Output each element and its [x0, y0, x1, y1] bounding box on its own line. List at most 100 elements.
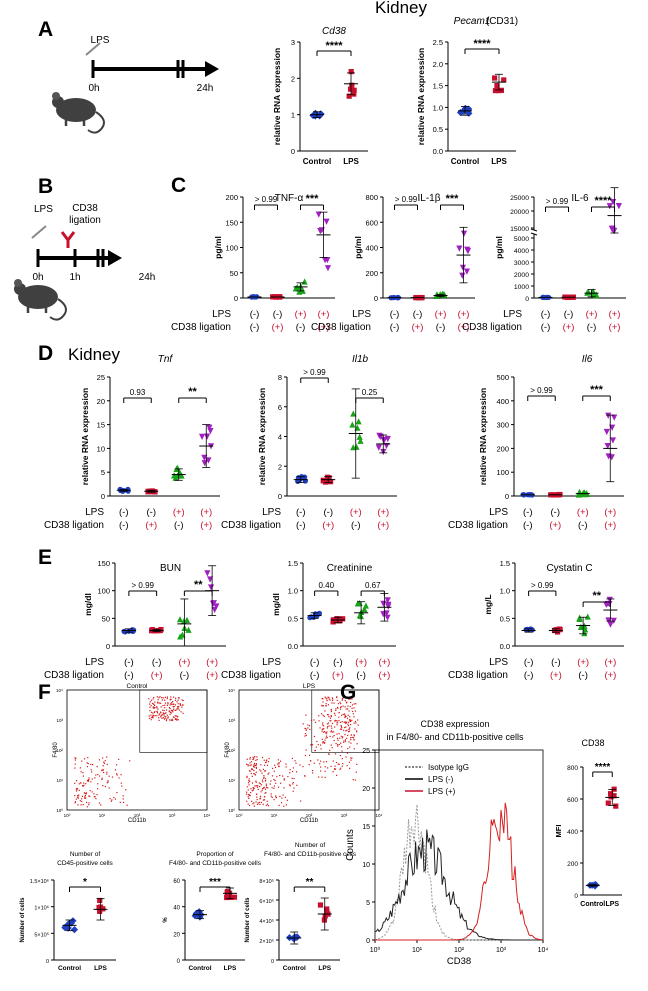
flow-event	[246, 776, 248, 779]
flow-event	[170, 719, 172, 721]
significance-label: > 0.99	[303, 368, 326, 377]
y-tick-label: 4	[278, 433, 282, 442]
flow-event	[268, 772, 270, 774]
flow-event	[342, 736, 344, 738]
flow-event	[331, 702, 333, 704]
flow-event	[265, 792, 267, 794]
flow-event	[262, 781, 264, 783]
flow-event	[172, 710, 174, 712]
flow-event	[88, 804, 90, 806]
y-tick-label: 400	[365, 244, 378, 253]
y-tick-label: 1.5	[433, 82, 443, 91]
flow-event	[263, 764, 266, 766]
flow-event	[325, 737, 327, 739]
flow-gate	[139, 689, 208, 753]
flow-event	[266, 803, 269, 805]
data-point	[326, 475, 332, 481]
significance-label: 0.25	[362, 388, 378, 397]
flow-plot-frame	[238, 689, 380, 811]
flow-event	[174, 718, 177, 721]
flow-event	[280, 802, 283, 804]
flow-event	[328, 696, 330, 699]
flow-event	[84, 796, 86, 798]
y-tick-label: 400	[567, 829, 578, 836]
flow-event	[180, 711, 182, 713]
y-tick-label: 1.0	[500, 587, 510, 596]
flow-event	[247, 765, 249, 767]
flow-event	[119, 801, 121, 804]
cd38-group-value: (-)	[351, 520, 361, 531]
flow-event	[177, 697, 180, 699]
y-tick-label: 1.0	[288, 587, 298, 596]
flow-event	[336, 774, 338, 776]
flow-event	[163, 718, 166, 720]
flow-event	[267, 787, 269, 789]
antibody-icon	[60, 231, 76, 248]
flow-event	[78, 789, 80, 791]
flow-event	[165, 709, 168, 711]
flow-event	[159, 696, 161, 698]
flow-event	[157, 708, 159, 710]
y-tick-label: 25	[362, 748, 370, 755]
flow-event	[263, 770, 266, 772]
histogram-ylabel: Counts	[345, 829, 356, 861]
flow-event	[346, 708, 349, 710]
flow-event	[262, 768, 265, 770]
timeline-b-24h: 24h	[139, 272, 156, 283]
flow-event	[275, 797, 277, 799]
flow-event	[256, 756, 258, 758]
flow-event	[163, 715, 165, 717]
data-point	[70, 926, 79, 934]
cd38-group-value: (+)	[550, 670, 562, 681]
lps-group-value: (+)	[458, 309, 470, 320]
flow-event	[256, 786, 259, 788]
lps-group-value: (-)	[147, 507, 157, 518]
lps-row-label: LPS	[352, 309, 371, 320]
chart-title: Pecam1	[454, 16, 491, 27]
lps-group-value: (+)	[355, 657, 367, 668]
flow-x-tick: 10¹	[99, 813, 106, 818]
timeline-b-stimulus: LPS	[34, 204, 53, 215]
flow-y-tick: 10¹	[228, 778, 235, 783]
flow-event	[327, 767, 329, 769]
flow-event	[273, 778, 275, 781]
data-point	[213, 603, 220, 610]
flow-event	[322, 742, 324, 744]
flow-event	[322, 705, 324, 707]
flow-event	[157, 702, 159, 704]
flow-event	[174, 715, 176, 717]
cd38-group-value: (+)	[200, 520, 212, 531]
flow-y-tick: 10⁴	[56, 688, 63, 693]
cd38-row-label: CD38 ligation	[311, 322, 371, 333]
flow-event	[88, 802, 90, 804]
significance-label: ***	[590, 384, 604, 396]
flow-event	[347, 747, 349, 750]
x-category-label: Control	[283, 965, 306, 972]
flow-event	[166, 714, 168, 716]
cd38-group-value: (+)	[377, 520, 389, 531]
flow-event	[351, 707, 353, 709]
lps-neg-curve	[374, 829, 543, 941]
flow-event	[266, 759, 268, 761]
flow-event	[149, 710, 151, 712]
flow-event	[322, 714, 324, 716]
flow-event	[256, 803, 259, 805]
flow-event	[321, 713, 323, 715]
flow-event	[265, 761, 267, 763]
flow-event	[96, 794, 98, 796]
flow-event	[156, 715, 158, 717]
cd38-group-value: (+)	[332, 670, 344, 681]
flow-event	[320, 748, 322, 750]
lps-group-value: (-)	[119, 507, 129, 518]
flow-event	[87, 756, 89, 759]
y-tick-label: 2.5	[433, 38, 443, 47]
y-tick-label: 1	[291, 111, 295, 120]
flow-event	[251, 768, 253, 771]
flow-event	[325, 704, 327, 707]
flow-event	[251, 800, 253, 802]
flow-event	[271, 796, 273, 798]
flow-event	[278, 763, 280, 765]
flow-event	[175, 718, 177, 720]
flow-event	[322, 722, 324, 724]
